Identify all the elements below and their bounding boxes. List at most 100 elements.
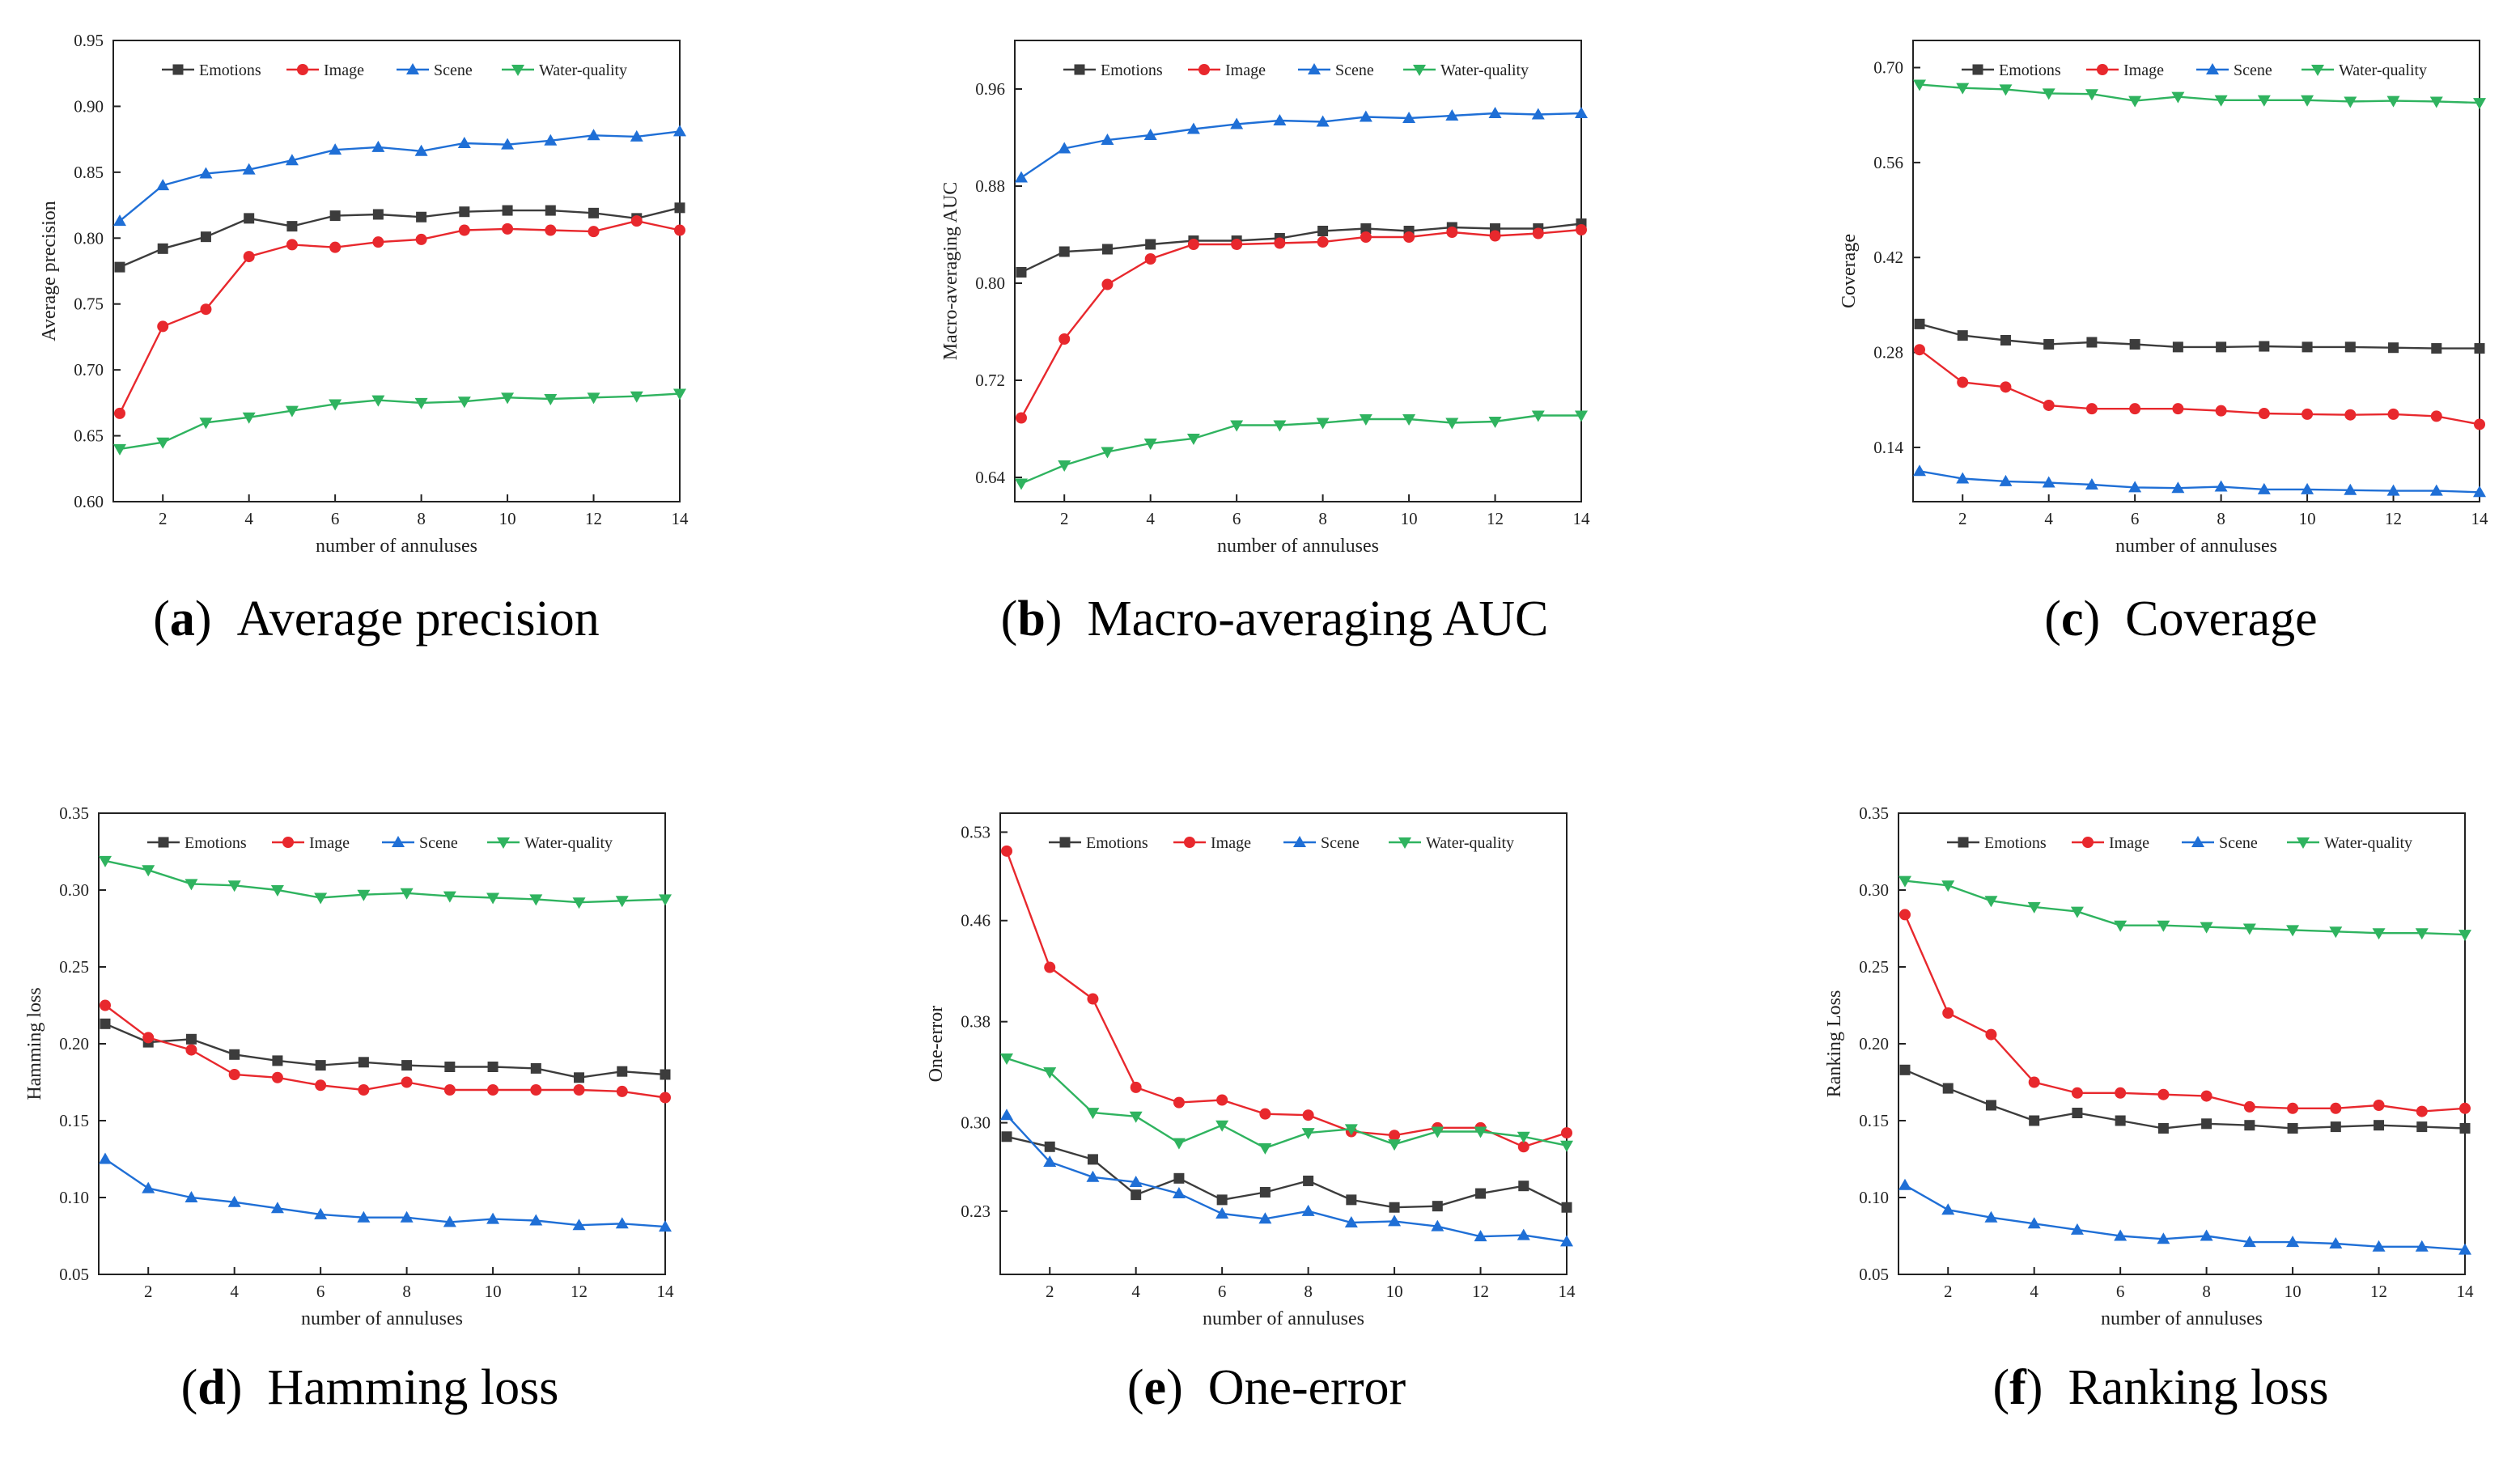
plot-frame [1014, 40, 1582, 502]
data-point-emotions [1518, 1181, 1529, 1192]
data-point-water-quality [673, 388, 686, 401]
data-point-emotions [2259, 341, 2270, 352]
x-tick-label: 4 [2030, 1282, 2038, 1301]
series-image [1913, 344, 2485, 430]
x-tick-label: 14 [1559, 1282, 1576, 1301]
data-point-scene [2214, 480, 2228, 492]
data-point-water-quality [1273, 420, 1287, 432]
legend-label-water-quality: Water-quality [539, 61, 627, 79]
data-point-water-quality [2344, 96, 2357, 108]
caption: (b) Macro-averaging AUC [1001, 591, 1549, 646]
y-tick-label: 0.38 [961, 1012, 991, 1032]
data-point-emotions [574, 1072, 585, 1083]
x-tick-label: 14 [672, 509, 689, 528]
data-point-emotions [2043, 339, 2055, 350]
data-point-scene [2415, 1240, 2429, 1252]
caption: (d) Hamming loss [181, 1360, 559, 1415]
data-point-scene [1273, 114, 1287, 125]
data-point-image [329, 241, 342, 253]
data-point-water-quality [1388, 1139, 1402, 1151]
data-point-scene [501, 138, 515, 150]
y-tick-label: 0.28 [1873, 343, 1903, 362]
data-point-emotions [530, 1062, 541, 1074]
data-point-image [1274, 237, 1286, 249]
series-line-scene [1904, 1184, 2466, 1251]
data-point-image [1942, 1007, 1954, 1019]
legend-marker-image [1184, 837, 1195, 848]
data-point-image [1058, 333, 1071, 345]
data-point-water-quality [501, 392, 515, 405]
data-point-image [415, 233, 427, 245]
data-point-emotions [2000, 335, 2011, 345]
data-point-water-quality [2458, 930, 2471, 942]
data-point-image [2373, 1100, 2385, 1111]
data-point-image [1259, 1108, 1271, 1120]
data-point-emotions [674, 202, 685, 214]
data-point-water-quality [1575, 410, 1588, 422]
series-emotions [1914, 318, 2485, 354]
series-scene [1898, 1178, 2471, 1255]
data-point-water-quality [1230, 420, 1244, 432]
data-point-emotions [1016, 267, 1027, 278]
data-point-water-quality [1531, 410, 1545, 422]
data-point-image [2085, 403, 2098, 415]
legend-label-water-quality: Water-quality [524, 834, 613, 852]
y-tick-label: 0.64 [975, 468, 1005, 487]
data-point-water-quality [443, 891, 456, 903]
series-line-image [1020, 228, 1582, 419]
plot-frame [1912, 40, 2480, 502]
data-point-scene [587, 129, 600, 141]
data-point-water-quality [1898, 875, 1911, 888]
data-point-emotions [2374, 1120, 2385, 1131]
data-point-water-quality [2372, 928, 2386, 940]
series-line-emotions [1904, 1069, 2466, 1130]
data-point-scene [270, 1202, 284, 1214]
caption-text: Hamming loss [267, 1360, 558, 1415]
x-tick-label: 4 [2044, 509, 2053, 528]
data-point-scene [2200, 1229, 2213, 1241]
series-scene [112, 125, 686, 227]
series-line-scene [119, 130, 681, 223]
data-point-water-quality [587, 392, 600, 405]
data-point-scene [1359, 110, 1372, 122]
data-point-water-quality [1560, 1140, 1573, 1152]
data-point-water-quality [1956, 83, 1970, 95]
data-point-water-quality [1043, 1067, 1057, 1079]
y-tick-label: 0.10 [59, 1188, 89, 1207]
data-point-scene [285, 154, 299, 166]
series-emotions [1001, 1131, 1572, 1213]
x-tick-label: 6 [1232, 509, 1241, 528]
data-point-emotions [1303, 1175, 1314, 1186]
data-point-emotions [2431, 343, 2442, 354]
legend-label-scene: Scene [1335, 61, 1374, 79]
data-point-water-quality [1086, 1108, 1100, 1120]
data-point-emotions [1001, 1131, 1012, 1142]
data-point-scene [2286, 1236, 2300, 1248]
x-tick-label: 2 [1046, 1282, 1054, 1301]
data-point-image [243, 251, 255, 263]
data-point-water-quality [1143, 439, 1157, 450]
data-point-scene [2242, 1236, 2256, 1248]
data-point-emotions [545, 205, 556, 216]
legend-marker-image [282, 837, 294, 848]
data-point-image [157, 320, 169, 333]
legend-marker-emotions [172, 64, 184, 75]
legend-label-emotions: Emotions [1999, 61, 2061, 79]
legend-marker-scene [1293, 836, 1306, 847]
data-point-image [2115, 1087, 2127, 1099]
x-axis-label: number of annuluses [1203, 1308, 1364, 1329]
data-point-image [1216, 1094, 1228, 1106]
data-point-water-quality [2214, 95, 2228, 107]
x-tick-label: 8 [417, 509, 426, 528]
x-axis-label: number of annuluses [301, 1308, 463, 1329]
data-point-emotions [272, 1055, 283, 1066]
chart-panel-e: 0.23 0.30 0.38 0.46 0.53 2 4 6 8 10 12 14 number of … [926, 812, 1576, 1415]
plot-frame [1898, 812, 2466, 1275]
data-point-emotions [2287, 1123, 2298, 1134]
data-point-water-quality [659, 894, 672, 906]
y-tick-label: 0.75 [74, 295, 104, 314]
data-point-emotions [372, 209, 384, 220]
data-point-water-quality [2042, 88, 2055, 100]
data-point-water-quality [1058, 460, 1071, 472]
data-point-image [1985, 1028, 1997, 1041]
